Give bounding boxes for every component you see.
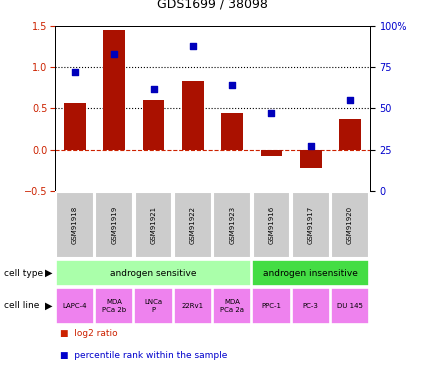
Text: cell line: cell line xyxy=(4,302,40,310)
Text: LNCa
P: LNCa P xyxy=(144,300,163,312)
Bar xyxy=(143,100,164,150)
Text: GSM91921: GSM91921 xyxy=(150,206,156,244)
Point xyxy=(150,86,157,92)
Text: GSM91923: GSM91923 xyxy=(229,206,235,244)
Bar xyxy=(292,192,330,258)
Text: MDA
PCa 2b: MDA PCa 2b xyxy=(102,300,126,312)
Text: GSM91917: GSM91917 xyxy=(308,206,314,244)
Text: GSM91916: GSM91916 xyxy=(269,206,275,244)
Text: androgen insensitive: androgen insensitive xyxy=(264,268,358,278)
Point xyxy=(71,69,78,75)
Bar xyxy=(56,288,94,324)
Bar xyxy=(64,103,86,150)
Text: 22Rv1: 22Rv1 xyxy=(182,303,204,309)
Text: cell type: cell type xyxy=(4,268,43,278)
Bar xyxy=(95,288,133,324)
Text: GSM91918: GSM91918 xyxy=(72,206,78,244)
Point xyxy=(347,97,354,103)
Text: GSM91919: GSM91919 xyxy=(111,206,117,244)
Bar xyxy=(252,288,291,324)
Text: ■  percentile rank within the sample: ■ percentile rank within the sample xyxy=(60,351,227,360)
Bar xyxy=(174,192,212,258)
Bar xyxy=(103,30,125,150)
Text: GDS1699 / 38098: GDS1699 / 38098 xyxy=(157,0,268,11)
Text: MDA
PCa 2a: MDA PCa 2a xyxy=(220,300,244,312)
Point xyxy=(111,51,118,57)
Bar xyxy=(182,81,204,150)
Bar xyxy=(173,288,212,324)
Point xyxy=(190,43,196,49)
Text: GSM91922: GSM91922 xyxy=(190,206,196,244)
Bar xyxy=(135,192,173,258)
Bar xyxy=(252,192,290,258)
Text: ▶: ▶ xyxy=(45,268,52,278)
Point xyxy=(268,111,275,117)
Point xyxy=(307,144,314,150)
Bar xyxy=(213,288,252,324)
Bar xyxy=(221,112,243,150)
Text: PC-3: PC-3 xyxy=(303,303,319,309)
Bar xyxy=(331,192,369,258)
Text: androgen sensitive: androgen sensitive xyxy=(110,268,197,278)
Text: PPC-1: PPC-1 xyxy=(261,303,281,309)
Text: DU 145: DU 145 xyxy=(337,303,363,309)
Text: ▶: ▶ xyxy=(45,301,52,311)
Text: GSM91920: GSM91920 xyxy=(347,206,353,244)
Bar xyxy=(95,192,133,258)
Point xyxy=(229,82,235,88)
Text: LAPC-4: LAPC-4 xyxy=(62,303,87,309)
Bar xyxy=(56,260,252,286)
Bar xyxy=(300,150,322,168)
Bar xyxy=(213,192,251,258)
Bar xyxy=(261,150,282,156)
Bar xyxy=(339,119,361,150)
Bar xyxy=(331,288,369,324)
Text: ■  log2 ratio: ■ log2 ratio xyxy=(60,329,117,338)
Bar xyxy=(252,260,369,286)
Bar xyxy=(56,192,94,258)
Bar xyxy=(134,288,173,324)
Bar xyxy=(292,288,330,324)
